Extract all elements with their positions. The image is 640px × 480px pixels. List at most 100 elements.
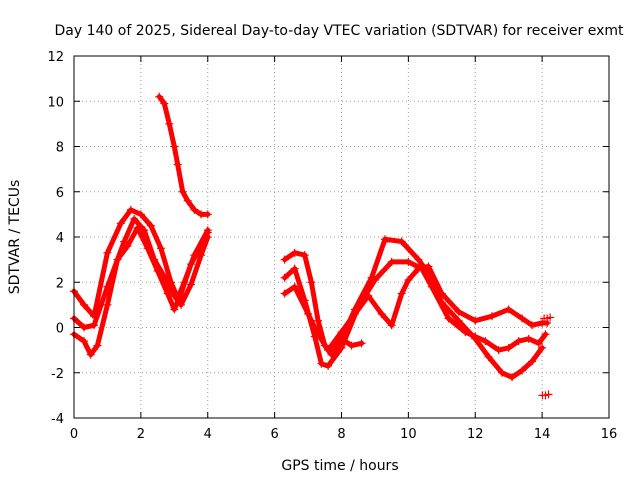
data-point <box>113 255 122 264</box>
data-point <box>160 99 169 108</box>
data-point <box>86 350 95 359</box>
data-point <box>337 334 346 343</box>
x-tick-label: 8 <box>337 427 345 442</box>
data-point <box>116 219 125 228</box>
data-point <box>370 275 379 284</box>
data-point <box>494 346 503 355</box>
data-point <box>397 237 406 246</box>
data-point <box>170 291 179 300</box>
y-tick-label: -2 <box>51 367 64 382</box>
y-tick-label: 6 <box>56 186 64 201</box>
data-point <box>414 255 423 264</box>
y-axis-label: SDTVAR / TECUs <box>7 180 23 295</box>
data-point <box>471 316 480 325</box>
data-point <box>307 278 316 287</box>
data-point <box>404 257 413 266</box>
data-point <box>528 357 537 366</box>
data-point <box>173 160 182 169</box>
chart-title: Day 140 of 2025, Sidereal Day-to-day VTE… <box>55 23 625 39</box>
data-point <box>518 314 527 323</box>
data-point <box>437 289 446 298</box>
data-point <box>524 334 533 343</box>
data-point <box>317 359 326 368</box>
series-layer <box>70 92 555 400</box>
data-point <box>203 210 212 219</box>
data-point <box>324 346 333 355</box>
data-point <box>93 341 102 350</box>
data-point <box>357 339 366 348</box>
data-point <box>170 305 179 314</box>
data-point <box>197 210 206 219</box>
data-point <box>347 341 356 350</box>
data-point <box>80 300 89 309</box>
y-tick-label: -4 <box>51 412 64 427</box>
x-tick-label: 12 <box>467 427 484 442</box>
y-tick-label: 2 <box>56 276 64 291</box>
data-point <box>387 257 396 266</box>
data-point <box>534 339 543 348</box>
x-axis-label: GPS time / hours <box>281 458 398 474</box>
y-tick-label: 12 <box>47 50 64 65</box>
series-track-2 <box>71 216 211 330</box>
series-track-3 <box>71 225 211 358</box>
data-point <box>304 309 313 318</box>
data-point <box>178 187 187 196</box>
x-tick-label: 14 <box>534 427 551 442</box>
plot-frame <box>73 55 610 419</box>
data-point <box>190 205 199 214</box>
data-point <box>514 337 523 346</box>
data-point <box>481 337 490 346</box>
data-point <box>290 264 299 273</box>
data-point <box>146 221 155 230</box>
data-point <box>444 314 453 323</box>
data-point <box>163 289 172 298</box>
data-point <box>508 373 517 382</box>
data-point <box>350 309 359 318</box>
data-point <box>126 205 135 214</box>
outlier-point <box>538 390 553 400</box>
data-point <box>484 352 493 361</box>
series-track-6 <box>282 259 548 369</box>
data-point <box>364 291 373 300</box>
data-point <box>461 328 470 337</box>
y-tick-label: 8 <box>56 141 64 156</box>
data-point <box>280 273 289 282</box>
data-point <box>387 321 396 330</box>
data-point <box>80 323 89 332</box>
y-tick-label: 10 <box>47 95 64 110</box>
data-point <box>541 330 550 339</box>
x-tick-label: 2 <box>137 427 145 442</box>
data-point <box>427 282 436 291</box>
data-point <box>153 266 162 275</box>
data-point <box>498 368 506 377</box>
data-point <box>203 228 212 237</box>
data-point <box>103 248 112 257</box>
x-tick-label: 10 <box>400 427 417 442</box>
data-point <box>504 343 513 352</box>
data-point <box>103 300 112 309</box>
series-track-5 <box>282 236 545 380</box>
data-point <box>90 321 99 330</box>
data-point <box>290 282 299 291</box>
data-point <box>380 235 389 244</box>
data-point <box>123 242 132 251</box>
axes-layer: 0 2 4 6 8 10 12 14 16 -4 -2 0 2 4 6 8 10 12 <box>47 50 617 442</box>
data-point <box>538 343 547 352</box>
outlier-point <box>540 313 555 323</box>
data-point <box>377 309 386 318</box>
data-point <box>337 343 346 352</box>
data-point <box>130 214 139 223</box>
data-point <box>80 337 89 346</box>
data-point <box>155 92 164 101</box>
data-point <box>414 264 423 273</box>
data-point <box>300 251 309 260</box>
x-tick-label: 0 <box>70 427 78 442</box>
data-point <box>183 196 192 205</box>
data-point <box>290 248 299 257</box>
x-tick-label: 16 <box>601 427 618 442</box>
x-tick-label: 4 <box>204 427 212 442</box>
data-point <box>397 289 406 298</box>
data-point <box>314 330 323 339</box>
data-point <box>504 305 513 314</box>
